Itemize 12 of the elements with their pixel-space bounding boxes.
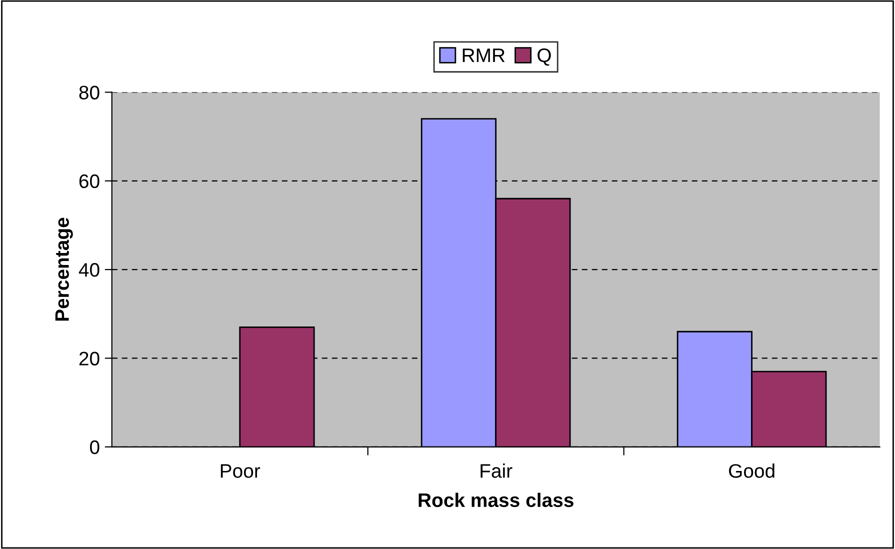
x-axis-title: Rock mass class <box>418 492 574 508</box>
x-tick-label: Good <box>728 464 774 478</box>
y-tick-label: 40 <box>78 263 100 277</box>
legend-label: RMR <box>462 48 505 62</box>
legend-label: Q <box>538 48 551 66</box>
x-tick-label: Fair <box>480 464 512 478</box>
y-tick-label: 0 <box>90 440 100 454</box>
y-tick-label: 20 <box>79 352 100 366</box>
y-axis-title: Percentage <box>55 218 73 321</box>
y-tick-label: 60 <box>79 174 100 188</box>
y-tick-label: 80 <box>79 86 100 100</box>
x-tick-label: Poor <box>220 464 260 478</box>
